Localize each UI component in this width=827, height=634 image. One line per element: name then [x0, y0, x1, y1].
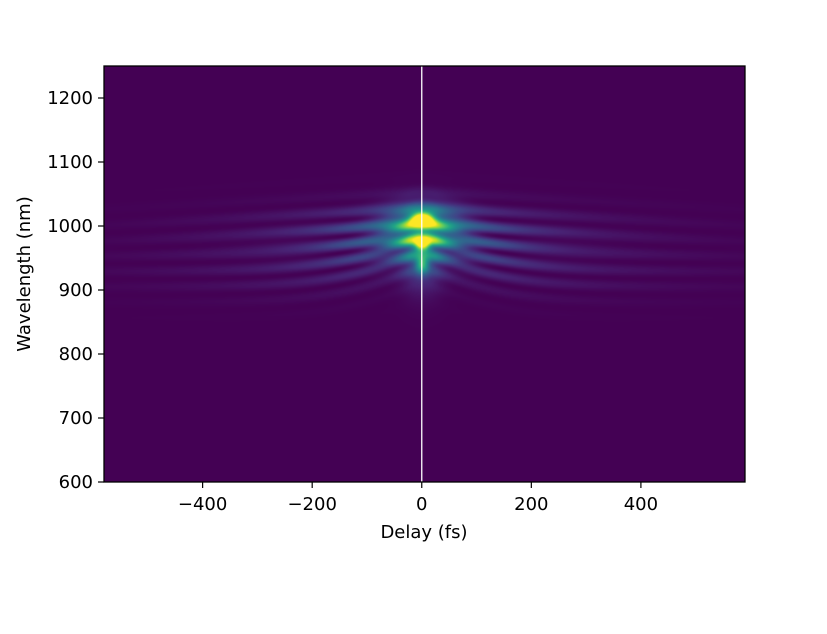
- x-tick-label: 0: [416, 494, 427, 515]
- y-tick-label: 1000: [47, 216, 93, 237]
- y-tick-label: 900: [59, 280, 93, 301]
- heatmap-image: [104, 66, 745, 482]
- y-tick-label: 700: [59, 408, 93, 429]
- axes-frame: [103, 65, 746, 483]
- x-tick-label: −200: [287, 494, 336, 515]
- x-tick-label: −400: [178, 494, 227, 515]
- x-axis: −400 −200 0 200 400: [178, 482, 658, 515]
- x-axis-label: Delay (fs): [380, 522, 467, 543]
- plot-area: [104, 66, 745, 482]
- y-axis-label: Wavelength (nm): [14, 196, 35, 352]
- y-axis: 600 700 800 900 1000 1100 1200: [47, 88, 104, 493]
- y-tick-label: 1100: [47, 152, 93, 173]
- y-tick-label: 1200: [47, 88, 93, 109]
- x-tick-label: 400: [624, 494, 658, 515]
- y-tick-label: 600: [59, 472, 93, 493]
- x-tick-label: 200: [514, 494, 548, 515]
- y-tick-label: 800: [59, 344, 93, 365]
